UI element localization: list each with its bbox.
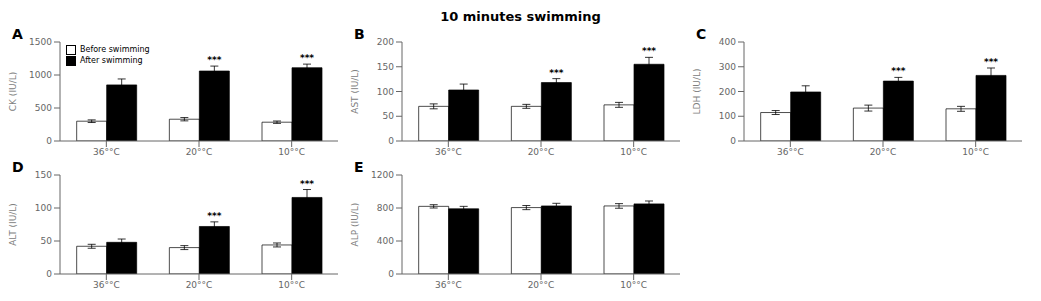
svg-text:***: ***: [300, 179, 314, 189]
svg-text:***: ***: [300, 53, 314, 63]
html-text:After swimming: After swimming: [80, 56, 143, 65]
svg-text:0: 0: [730, 136, 736, 146]
svg-text:***: ***: [549, 68, 563, 78]
svg-text:800: 800: [377, 203, 394, 213]
svg-text:CK (IU/L): CK (IU/L): [8, 72, 18, 111]
html-text:B: B: [354, 26, 365, 42]
svg-text:150: 150: [35, 170, 52, 180]
svg-text:0: 0: [46, 269, 52, 279]
svg-text:ALP (IU/L): ALP (IU/L): [350, 203, 360, 247]
svg-text:200: 200: [719, 87, 736, 97]
svg-text:***: ***: [642, 46, 656, 56]
svg-text:LDH (IU/L): LDH (IU/L): [692, 69, 702, 115]
svg-text:10°°C: 10°°C: [620, 280, 647, 290]
svg-text:***: ***: [207, 55, 221, 65]
svg-text:50: 50: [383, 111, 395, 121]
html-text:E: E: [354, 159, 364, 175]
svg-text:0: 0: [388, 136, 394, 146]
svg-text:***: ***: [891, 66, 905, 76]
html-text:10 minutes swimming: 10 minutes swimming: [440, 9, 601, 24]
svg-text:400: 400: [377, 236, 394, 246]
html-text:Before swimming: Before swimming: [80, 45, 150, 54]
svg-text:36°°C: 36°°C: [93, 147, 120, 157]
svg-text:400: 400: [719, 37, 736, 47]
svg-text:0: 0: [46, 136, 52, 146]
svg-text:20°°C: 20°°C: [528, 147, 555, 157]
svg-text:AST (IU/L): AST (IU/L): [350, 69, 360, 114]
svg-text:500: 500: [35, 103, 52, 113]
svg-text:36°°C: 36°°C: [777, 147, 804, 157]
svg-text:10°°C: 10°°C: [962, 147, 989, 157]
svg-text:100: 100: [35, 203, 52, 213]
html-text:A: A: [12, 26, 23, 42]
svg-text:200: 200: [377, 37, 394, 47]
svg-text:20°°C: 20°°C: [528, 280, 555, 290]
svg-text:300: 300: [719, 62, 736, 72]
svg-text:***: ***: [984, 57, 998, 67]
svg-text:36°°C: 36°°C: [435, 280, 462, 290]
html-text:D: D: [12, 159, 24, 175]
svg-text:1500: 1500: [29, 37, 52, 47]
svg-text:36°°C: 36°°C: [435, 147, 462, 157]
svg-text:36°°C: 36°°C: [93, 280, 120, 290]
svg-text:0: 0: [388, 269, 394, 279]
svg-text:10°°C: 10°°C: [278, 147, 305, 157]
html-text:C: C: [696, 26, 707, 42]
svg-text:ALT (IU/L): ALT (IU/L): [8, 203, 18, 246]
svg-text:100: 100: [719, 111, 736, 121]
svg-text:***: ***: [207, 211, 221, 221]
svg-text:1000: 1000: [29, 70, 52, 80]
svg-text:20°°C: 20°°C: [870, 147, 897, 157]
svg-text:10°°C: 10°°C: [620, 147, 647, 157]
svg-text:20°°C: 20°°C: [186, 280, 213, 290]
svg-text:100: 100: [377, 87, 394, 97]
svg-text:150: 150: [377, 62, 394, 72]
svg-text:1200: 1200: [371, 170, 394, 180]
svg-text:50: 50: [41, 236, 53, 246]
svg-text:20°°C: 20°°C: [186, 147, 213, 157]
svg-text:10°°C: 10°°C: [278, 280, 305, 290]
